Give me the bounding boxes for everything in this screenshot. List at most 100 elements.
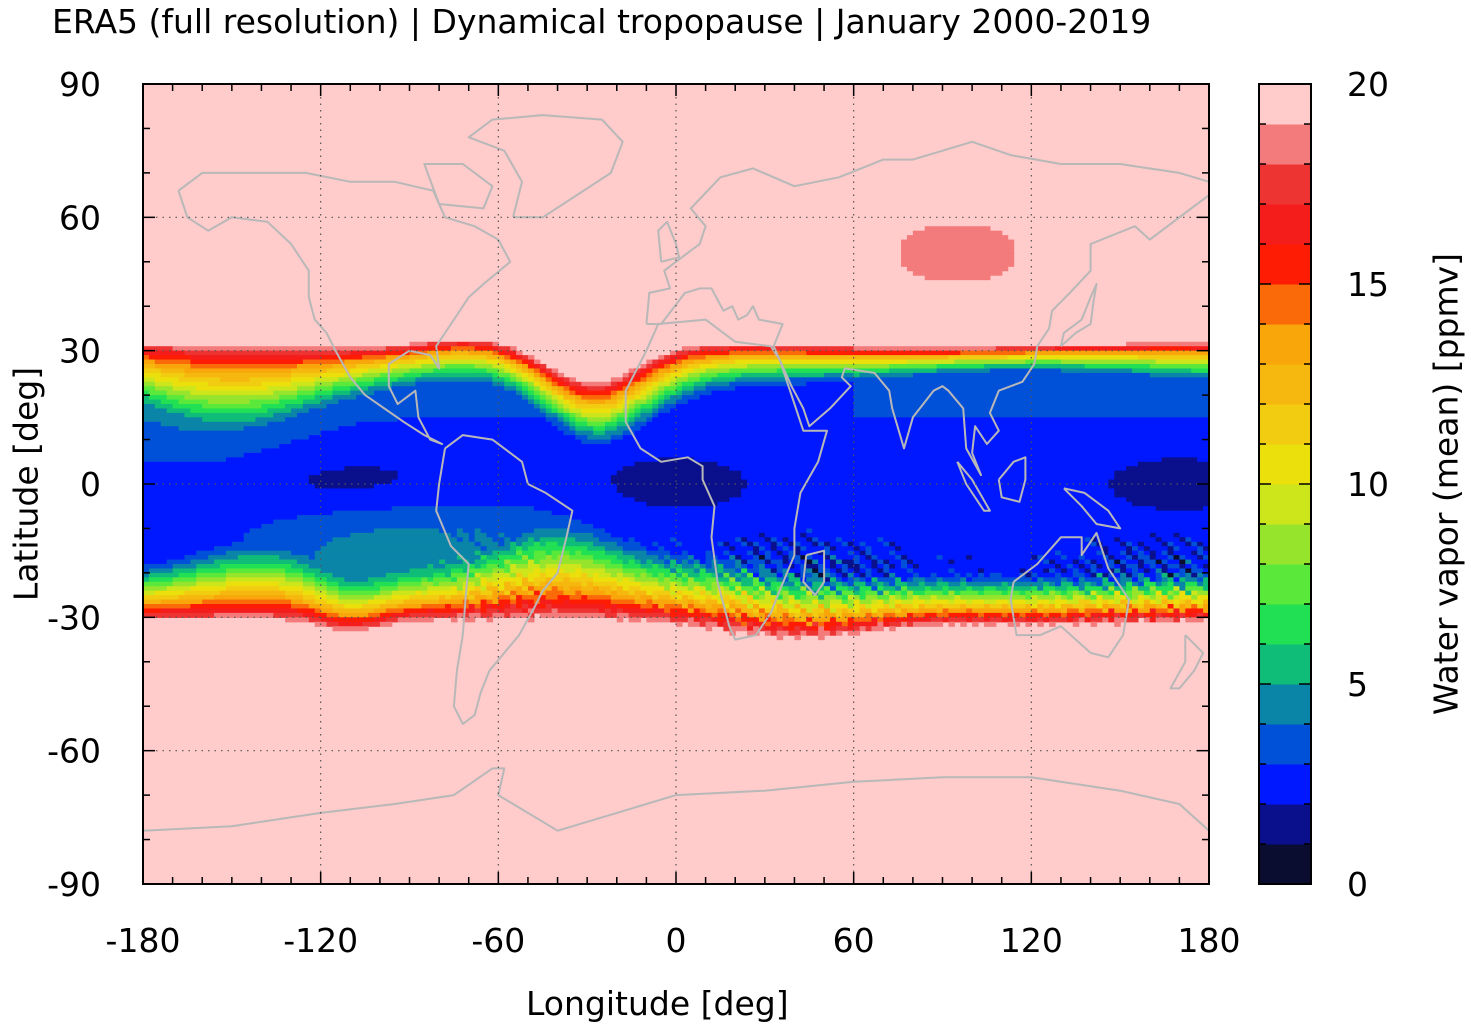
field-cell [942, 617, 950, 623]
field-cell [285, 572, 304, 578]
field-cell [285, 568, 304, 574]
field-cell [474, 604, 482, 610]
field-cell [1167, 550, 1175, 556]
field-cell [575, 537, 600, 543]
field-cell [545, 395, 553, 401]
field-cell [302, 399, 322, 405]
field-cell [527, 586, 535, 592]
field-cell [1013, 599, 1027, 605]
field-cell [1102, 604, 1109, 610]
field-cell [847, 541, 855, 547]
field-cell [296, 559, 440, 565]
colorbar-tick-label: 10 [1347, 465, 1389, 504]
field-cell [871, 568, 878, 574]
field-cell [1173, 546, 1180, 552]
field-cell [871, 546, 896, 552]
field-cell [841, 577, 849, 583]
field-cell [901, 604, 914, 610]
field-cell [462, 568, 470, 574]
field-cell [699, 621, 707, 627]
colorbar-level [1259, 324, 1311, 365]
field-cell [906, 595, 914, 601]
field-cell [989, 368, 1062, 374]
field-cell [622, 430, 636, 436]
field-cell [326, 368, 351, 374]
field-cell [646, 501, 719, 507]
field-cell [901, 586, 908, 592]
field-cell [427, 350, 452, 356]
field-cell [758, 590, 766, 596]
field-cell [883, 568, 890, 574]
field-cell [1197, 612, 1204, 618]
field-cell [516, 604, 523, 610]
field-cell [758, 564, 766, 570]
field-cell [652, 608, 665, 614]
field-cell [610, 475, 742, 481]
field-cell [610, 572, 618, 578]
field-cell [1179, 590, 1186, 596]
field-cell [1031, 572, 1038, 578]
field-cell [143, 448, 263, 454]
field-cell [829, 630, 837, 636]
field-cell [545, 386, 553, 392]
field-cell [527, 355, 535, 361]
field-cell [172, 381, 209, 387]
field-cell [812, 568, 819, 574]
field-cell [729, 541, 742, 547]
field-cell [818, 604, 825, 610]
field-cell [302, 595, 316, 601]
field-cell [995, 586, 1009, 592]
field-cell [1025, 350, 1209, 356]
field-cell [853, 608, 861, 614]
field-cell [581, 519, 1209, 525]
field-cell [640, 586, 665, 592]
field-cell [527, 399, 535, 405]
field-cell [557, 390, 565, 396]
field-cell [527, 559, 535, 565]
field-cell [1197, 577, 1204, 583]
field-cell [498, 350, 505, 356]
y-tick-label: -90 [47, 865, 101, 904]
field-cell [889, 568, 908, 574]
field-cell [693, 595, 707, 601]
field-cell [302, 568, 322, 574]
field-cell [196, 577, 227, 583]
field-cell [1084, 559, 1092, 565]
field-cell [752, 612, 760, 618]
field-cell [143, 435, 310, 441]
field-cell [670, 555, 689, 561]
field-cell [1149, 546, 1169, 552]
field-cell [871, 581, 878, 587]
field-cell [841, 612, 855, 618]
field-cell [841, 595, 849, 601]
field-cell [676, 377, 689, 383]
field-cell [616, 390, 630, 396]
field-cell [1126, 604, 1133, 610]
field-cell [373, 377, 399, 383]
field-cell [1143, 564, 1151, 570]
field-cell [557, 608, 600, 614]
field-cell [646, 608, 653, 614]
field-cell [551, 555, 559, 561]
field-cell [664, 386, 677, 392]
field-cell [344, 372, 363, 378]
field-cell [575, 550, 582, 556]
field-cell [468, 532, 476, 538]
field-cell [1007, 355, 1139, 361]
coastline-baffin [423, 163, 494, 210]
field-cell [1132, 501, 1209, 507]
field-cell [705, 368, 730, 374]
field-cell [741, 564, 748, 570]
field-cell [800, 546, 807, 552]
field-cell [208, 381, 263, 387]
y-tick-label: 90 [59, 65, 101, 104]
field-cell [569, 572, 582, 578]
field-cell [758, 599, 772, 605]
field-cell [800, 555, 807, 561]
field-cell [219, 377, 251, 383]
field-cell [1161, 595, 1169, 601]
field-cell [172, 564, 197, 570]
field-cell [421, 372, 494, 378]
field-cell [522, 546, 529, 552]
field-cell [640, 408, 653, 414]
